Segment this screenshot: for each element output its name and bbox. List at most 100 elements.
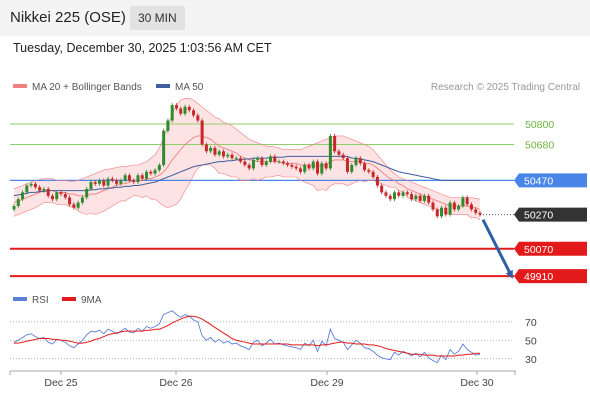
level-label-pivot: 50470 [524, 175, 553, 187]
last-price-label: 50270 [524, 210, 553, 222]
candle [457, 203, 461, 212]
bollinger-lower-line [13, 164, 481, 220]
rsi-legend: RSI 9MA [13, 295, 102, 306]
candle-body [213, 147, 217, 155]
legend-label-rsi: RSI [32, 295, 49, 306]
candle [333, 133, 337, 154]
candle-body [345, 158, 349, 172]
candle [281, 159, 285, 166]
bollinger-upper-line [13, 98, 481, 200]
candle [341, 152, 345, 161]
candle-body [21, 192, 25, 200]
candle [294, 164, 298, 171]
candle-body [85, 188, 89, 198]
ma50-line [13, 155, 480, 197]
candle-body [72, 204, 76, 208]
candle-body [209, 147, 213, 152]
level-label-box-support [514, 269, 587, 284]
candle [256, 156, 260, 162]
candle-body [401, 192, 405, 196]
candle [307, 162, 311, 171]
level-label-box-support [514, 241, 587, 256]
candle-body [50, 195, 54, 200]
candle [405, 190, 409, 197]
candle-body [12, 206, 16, 210]
candle [435, 207, 439, 219]
candle [140, 173, 144, 181]
candle [418, 193, 422, 203]
candle [16, 197, 20, 209]
candle-body [33, 183, 37, 188]
interval-button[interactable]: 30 MIN [130, 6, 185, 30]
candle-body [384, 192, 388, 196]
candle-body [457, 206, 461, 210]
candle [320, 161, 324, 176]
credit-text: Research © 2025 Trading Central [431, 82, 580, 93]
candle [350, 162, 354, 174]
candle [209, 145, 213, 154]
candle [123, 173, 127, 183]
timestamp: Tuesday, December 30, 2025 1:03:56 AM CE… [13, 41, 272, 55]
candle-body [422, 195, 426, 201]
candle-body [405, 192, 409, 195]
candle [273, 154, 277, 164]
candle [448, 200, 452, 217]
candle [427, 193, 431, 205]
candle [153, 168, 157, 176]
candle-body [196, 115, 200, 121]
candle [440, 205, 444, 219]
candle [384, 190, 388, 198]
candle [410, 192, 414, 202]
candle-body [63, 194, 67, 198]
candle-body [388, 195, 392, 200]
candle [166, 118, 170, 133]
candle-body [260, 158, 264, 165]
rsi-ma-line [14, 315, 480, 357]
candle-body [76, 202, 80, 208]
candle-body [461, 197, 465, 207]
level-label-box-pivot [514, 173, 587, 188]
candle-body [380, 185, 384, 193]
candle-body [418, 195, 422, 201]
candle [192, 108, 196, 118]
candle-body [200, 120, 204, 145]
candle-body [93, 182, 97, 184]
candle-body [230, 154, 234, 159]
candle [290, 162, 294, 169]
rsi-line [13, 310, 481, 364]
candle [324, 161, 328, 171]
rsi-lines [13, 310, 481, 364]
candle [375, 174, 379, 188]
candle-body [431, 202, 435, 210]
candle-body [136, 175, 140, 183]
candle-body [243, 161, 247, 165]
candle-body [427, 195, 431, 203]
candle [204, 142, 208, 154]
candle [444, 205, 448, 217]
price-legend: MA 20 + Bollinger Bands MA 50 [13, 82, 204, 93]
candle [392, 190, 396, 202]
candle-body [375, 176, 379, 186]
candle [68, 195, 72, 207]
candle [269, 154, 273, 164]
candle-body [311, 161, 315, 169]
legend-swatch-ma20 [13, 84, 27, 88]
candle [196, 113, 200, 123]
candle-body [286, 163, 290, 165]
candle [478, 210, 482, 217]
candle-body [337, 151, 341, 155]
candle-body [234, 158, 238, 160]
candle-body [46, 188, 50, 196]
candle-body [187, 106, 191, 111]
candle [461, 195, 465, 209]
candle-body [354, 158, 358, 165]
candle [42, 186, 46, 193]
candle [110, 176, 114, 183]
candle [474, 207, 478, 215]
level-label-support: 50070 [524, 244, 553, 256]
candle-body [110, 178, 114, 181]
candle [465, 195, 469, 207]
x-axis-label: Dec 26 [159, 377, 192, 389]
candle-body [29, 183, 33, 186]
